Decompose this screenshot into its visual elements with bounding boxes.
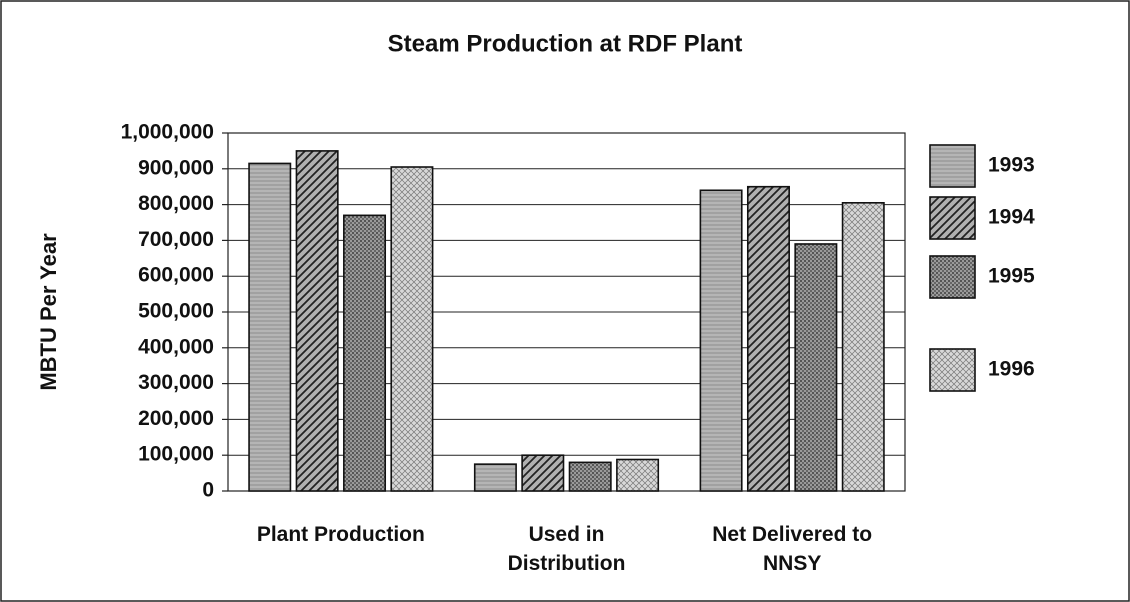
y-tick-label: 100,000 [138,443,214,466]
legend-swatch [929,144,976,188]
bar [248,162,292,492]
legend-swatch [929,255,976,299]
bar [473,463,517,492]
x-tick-label: Plant Production [257,523,425,546]
bar [295,150,339,492]
chart-title: Steam Production at RDF Plant [388,30,743,57]
bar [841,202,885,492]
y-tick-label: 0 [202,479,214,502]
legend-label: 1993 [988,154,1035,177]
bar [616,458,660,492]
y-tick-label: 400,000 [138,335,214,358]
legend-swatch [929,348,976,392]
legend-label: 1995 [988,265,1035,288]
y-tick-label: 200,000 [138,407,214,430]
y-tick-label: 500,000 [138,300,214,323]
y-tick-label: 800,000 [138,192,214,215]
y-tick-label: 600,000 [138,264,214,287]
x-tick-label-line: NNSY [763,552,821,575]
bar [746,185,790,492]
y-tick-label: 1,000,000 [121,121,214,144]
legend-label: 1994 [988,206,1035,229]
bar [343,214,387,492]
y-tick-label: 900,000 [138,156,214,179]
y-tick-label: 700,000 [138,228,214,251]
bar [390,166,434,492]
bar [794,243,838,492]
bar [568,461,612,492]
bar [699,189,743,492]
x-tick-label-line: Plant Production [257,523,425,546]
bar [521,454,565,492]
x-tick-label: Net Delivered to NNSY [712,523,872,575]
x-tick-label-line: Distribution [508,552,626,575]
legend-swatch [929,196,976,240]
legend-label: 1996 [988,358,1035,381]
x-tick-label-line: Net Delivered to [712,523,872,546]
x-tick-label-line: Used in [529,523,605,546]
y-tick-label: 300,000 [138,371,214,394]
x-tick-label: Used in Distribution [508,523,626,575]
y-axis-label: MBTU Per Year [36,233,61,391]
